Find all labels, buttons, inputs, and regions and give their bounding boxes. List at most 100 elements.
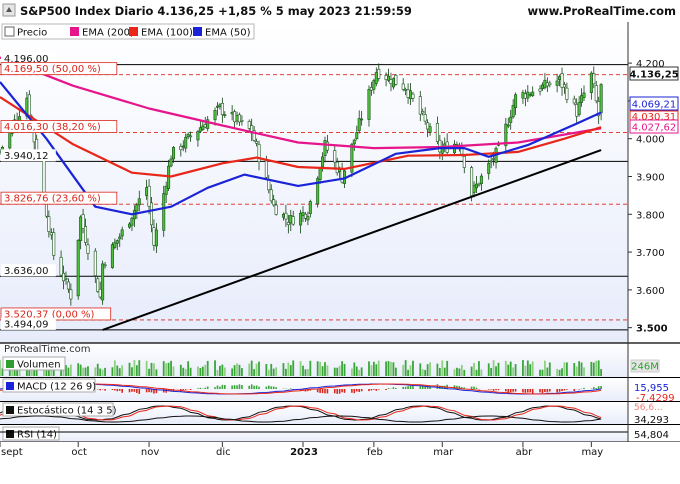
macd-bar (239, 384, 241, 389)
volume-bar (429, 362, 431, 376)
volume-bar (87, 366, 89, 376)
candle-body (461, 149, 463, 154)
collapse-icon[interactable] (3, 4, 15, 16)
volume-bar (556, 369, 558, 376)
volume-bar (119, 368, 121, 376)
time-axis (0, 442, 680, 480)
candle-body (522, 93, 524, 99)
candle-body (165, 186, 167, 194)
volume-bar (488, 363, 490, 376)
rsi-value: 54,804 (634, 430, 669, 441)
volume-bar (576, 366, 578, 376)
volume-bar (478, 361, 480, 376)
macd-bar (231, 386, 233, 389)
candle-body (9, 131, 11, 148)
macd-bar (200, 388, 202, 389)
candle-body (573, 99, 575, 103)
macd-bar (376, 389, 378, 391)
volume-bar (80, 365, 82, 376)
stochastic-value-1: 56,6... (634, 403, 663, 413)
candle-body (285, 213, 287, 219)
macd-bar (324, 389, 326, 393)
macd-bar (495, 389, 497, 390)
volume-bar (239, 365, 241, 376)
macd-bar (219, 387, 221, 389)
volume-bar (165, 363, 167, 376)
volume-bar (214, 360, 216, 376)
volume-bar (495, 366, 497, 376)
candle-body (541, 85, 543, 89)
volume-bar (322, 366, 324, 376)
volume-title-box[interactable]: Volumen (3, 357, 65, 371)
macd-bar (373, 389, 375, 390)
candle-body (145, 188, 147, 196)
macd-bar (505, 389, 507, 391)
last-price-value: 4.136,25 (629, 70, 678, 81)
candle-body (114, 243, 116, 248)
candle-body (299, 213, 301, 225)
price-tick-label: 3.600 (636, 286, 665, 297)
volume-bar (290, 365, 292, 376)
legend-label-ema200: EMA (200) (82, 28, 134, 39)
ema50-swatch-icon (193, 27, 202, 36)
volume-bar (546, 368, 548, 376)
volume-bar (199, 368, 201, 376)
macd-bar (493, 389, 495, 391)
legend-label-ema100: EMA (100) (141, 28, 193, 39)
volume-bar (378, 361, 380, 376)
level-label: 3.940,12 (4, 151, 49, 162)
volume-bar (385, 361, 387, 376)
volume-bar (60, 370, 62, 376)
macd-bar (402, 387, 404, 389)
volume-bar (358, 370, 360, 376)
macd-bar (488, 389, 490, 390)
candle-body (121, 230, 123, 236)
time-label: feb (367, 447, 383, 458)
volume-bar (493, 360, 495, 376)
macd-title-box[interactable]: MACD (12 26 9) (3, 379, 96, 393)
volume-panel (0, 343, 628, 377)
candle-body (326, 142, 328, 150)
candle-body (407, 90, 409, 98)
volume-bar (182, 368, 184, 376)
candle-body (321, 157, 323, 167)
time-label: sept (1, 447, 23, 458)
stochastic-title-box[interactable]: Estocástico (14 3 5) (3, 403, 117, 417)
macd-bar (99, 389, 101, 390)
volume-bar (454, 369, 456, 376)
price-tick-label: 3.900 (636, 172, 665, 183)
macd-bar (185, 389, 187, 390)
volume-bar (441, 360, 443, 376)
candle-body (575, 104, 577, 116)
volume-bar (422, 369, 424, 376)
macd-bar (222, 385, 224, 389)
macd-bar (378, 389, 380, 390)
candle-body (101, 264, 103, 300)
macd-bar (395, 388, 397, 389)
macd-bar (354, 389, 356, 393)
candle-body (561, 74, 563, 88)
macd-bar (248, 386, 250, 389)
macd-bar (490, 389, 492, 390)
macd-title: MACD (12 26 9) (17, 382, 96, 393)
candle-body (409, 91, 411, 99)
candle-body (422, 111, 424, 113)
macd-bar (510, 389, 512, 392)
candle-body (128, 224, 130, 227)
rsi-title-box[interactable]: RSI (14) (3, 427, 59, 441)
volume-bar (356, 367, 358, 376)
macd-bar (114, 389, 116, 390)
macd-bar (116, 389, 118, 391)
volume-bar (334, 368, 336, 376)
volume-bar (155, 369, 157, 376)
volume-bar (595, 361, 597, 376)
candle-body (255, 141, 257, 143)
volume-bar (402, 365, 404, 376)
checkbox-icon[interactable] (5, 27, 14, 36)
volume-bar (437, 364, 439, 376)
candle-body (138, 199, 140, 205)
macd-bar (544, 389, 546, 392)
candle-body (319, 169, 321, 180)
candle-body (387, 76, 389, 80)
